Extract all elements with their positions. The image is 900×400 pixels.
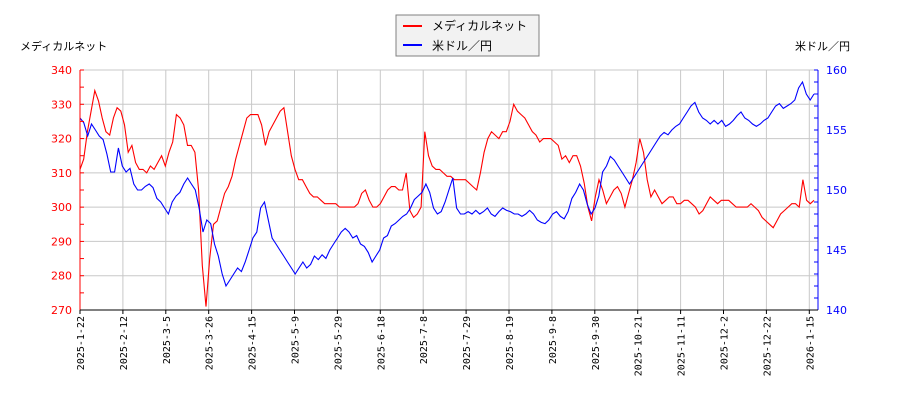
y-right-tick-label: 155 [826,124,847,137]
x-tick-label: 2025-12-2 [720,316,731,370]
y-left-tick-label: 280 [51,270,72,283]
x-tick-label: 2025-3-5 [162,316,173,364]
x-tick-label: 2025-7-8 [419,316,430,364]
x-tick-label: 2025-12-22 [762,316,773,376]
x-tick-label: 2025-5-9 [291,316,302,364]
y-right-tick-label: 150 [826,184,847,197]
y-left-tick-label: 290 [51,235,72,248]
y-right-tick-label: 145 [826,244,847,257]
x-tick-label: 2025-10-21 [634,316,645,376]
y-right-title: 米ドル／円 [795,40,850,53]
legend-box [395,14,540,57]
y-left-tick-label: 300 [51,201,72,214]
y-left-tick-label: 320 [51,133,72,146]
x-tick-label: 2025-2-12 [119,316,130,370]
y-left-tick-label: 310 [51,167,72,180]
y-left-tick-label: 340 [51,64,72,77]
y-left-tick-label: 330 [51,98,72,111]
x-tick-label: 2026-1-15 [805,316,816,370]
y-right-tick-label: 160 [826,64,847,77]
x-tick-label: 2025-6-18 [376,316,387,370]
x-tick-label: 2025-7-29 [462,316,473,370]
x-tick-label: 2025-9-30 [591,316,602,370]
legend-label-usdjpy: 米ドル／円 [432,39,492,53]
x-tick-label: 2025-11-11 [677,316,688,376]
legend: メディカルネット 米ドル／円 [395,14,540,57]
x-tick-label: 2025-3-26 [205,316,216,370]
axes: 270 280 290 300 310 320 330 340 140 145 150 155 160 2… [51,64,847,376]
y-left-title: メディカルネット [20,39,107,53]
x-tick-label: 2025-5-29 [333,316,344,370]
series-usdjpy [79,80,815,288]
x-tick-label: 2025-1-22 [76,316,87,370]
series-medicalnet [79,88,815,307]
x-tick-label: 2025-9-8 [548,316,559,364]
x-tick-label: 2025-4-15 [248,316,259,370]
y-right-tick-label: 140 [826,304,847,317]
grid-lines [79,69,818,311]
x-tick-label: 2025-8-19 [505,316,516,370]
y-left-tick-label: 270 [51,304,72,317]
legend-label-medicalnet: メディカルネット [432,18,527,33]
